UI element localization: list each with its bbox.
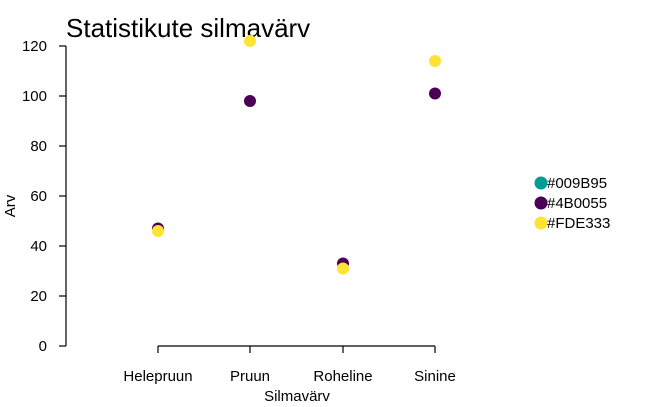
y-tick-label: 80 (30, 138, 47, 155)
legend-swatch (534, 216, 548, 230)
y-tick-label: 20 (30, 288, 47, 305)
data-point (429, 55, 441, 67)
y-axis: 0 20 40 60 80 100 120 (22, 38, 67, 355)
legend-swatch (534, 196, 548, 210)
legend: #009B95 #4B0055 #FDE333 (534, 175, 610, 232)
x-tick-label: Sinine (414, 368, 456, 385)
data-points (152, 35, 441, 275)
x-tick-label: Roheline (313, 368, 372, 385)
legend-label: #009B95 (547, 175, 607, 192)
x-tick-label: Pruun (230, 368, 270, 385)
x-axis-title: Silmavärv (264, 388, 330, 405)
y-tick-label: 100 (22, 88, 47, 105)
y-tick-label: 0 (39, 338, 47, 355)
y-axis-title: Arv (2, 194, 19, 217)
data-point (337, 262, 349, 275)
data-point (244, 95, 256, 107)
legend-swatch (534, 176, 548, 190)
data-point (429, 87, 441, 100)
x-axis: Helepruun Pruun Roheline Sinine (123, 345, 456, 385)
chart-title: Statistikute silmavärv (66, 13, 310, 43)
legend-label: #4B0055 (547, 195, 607, 212)
y-tick-label: 60 (30, 188, 47, 205)
data-point (152, 225, 164, 237)
legend-label: #FDE333 (547, 215, 610, 232)
x-tick-label: Helepruun (123, 368, 192, 385)
data-point (244, 35, 256, 47)
y-tick-label: 40 (30, 238, 47, 255)
y-tick-label: 120 (22, 38, 47, 55)
